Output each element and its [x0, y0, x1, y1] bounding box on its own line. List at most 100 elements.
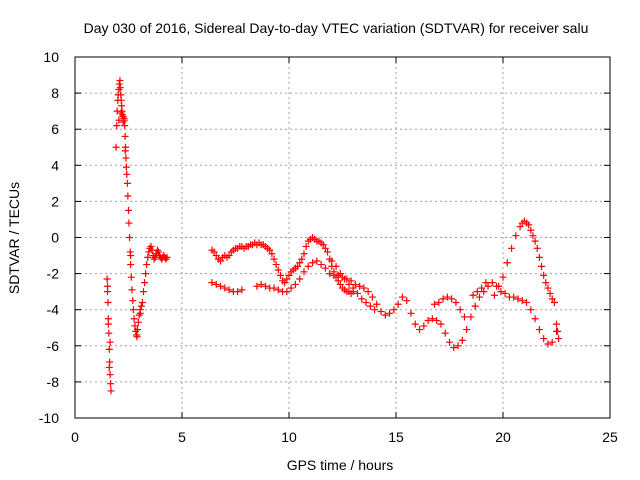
data-point [435, 298, 443, 306]
data-point [433, 317, 441, 325]
series-right-lobe [328, 217, 563, 343]
data-point [336, 280, 344, 288]
data-point [531, 315, 539, 323]
data-point [107, 387, 115, 395]
data-point [103, 275, 111, 283]
data-point [386, 309, 394, 317]
data-point [471, 302, 479, 310]
data-point [542, 279, 550, 287]
data-point [121, 147, 129, 155]
data-point [328, 257, 336, 265]
data-point [127, 273, 135, 281]
data-point [123, 179, 131, 187]
series-early-arc [103, 76, 171, 395]
data-point [403, 297, 411, 305]
data-point [147, 243, 155, 251]
data-point [463, 326, 471, 334]
data-point [319, 241, 327, 249]
data-point [124, 192, 132, 200]
data-point [104, 288, 112, 296]
data-point [266, 246, 274, 254]
data-point [501, 289, 509, 297]
data-point [467, 313, 475, 321]
data-point [518, 297, 526, 305]
data-points-layer [103, 76, 563, 395]
data-point [544, 284, 552, 292]
data-point [217, 282, 225, 290]
data-point [112, 143, 120, 151]
data-point [129, 306, 137, 314]
data-point [548, 295, 556, 303]
data-point [356, 282, 364, 290]
data-point [154, 248, 162, 256]
data-point [217, 257, 225, 265]
data-point [347, 277, 355, 285]
data-point [317, 261, 325, 269]
data-point [321, 264, 329, 272]
data-point [300, 268, 308, 276]
data-point [495, 282, 503, 290]
data-point [512, 232, 520, 240]
data-point [309, 259, 317, 267]
data-point [450, 344, 458, 352]
data-point [133, 333, 141, 341]
data-point [368, 293, 376, 301]
data-point [508, 244, 516, 252]
data-point [105, 345, 113, 353]
data-point [431, 300, 439, 308]
data-point [116, 84, 124, 92]
data-point [480, 288, 488, 296]
data-point [104, 320, 112, 328]
data-point [129, 297, 137, 305]
data-point [336, 270, 344, 278]
data-point [261, 282, 269, 290]
data-point [535, 253, 543, 261]
data-point [106, 371, 114, 379]
data-point [349, 284, 357, 292]
data-point [208, 279, 216, 287]
y-tick-label: 6 [51, 121, 59, 137]
data-point [212, 252, 220, 260]
data-point [533, 244, 541, 252]
data-point [473, 288, 481, 296]
data-point [238, 286, 246, 294]
data-point [287, 284, 295, 292]
data-point [144, 253, 152, 261]
data-point [371, 306, 379, 314]
data-point [121, 122, 129, 130]
data-point [377, 308, 385, 316]
data-point [321, 244, 329, 252]
data-point [482, 279, 490, 287]
y-tick-label: 0 [51, 230, 59, 246]
data-point [527, 306, 535, 314]
data-point [364, 288, 372, 296]
data-point [225, 286, 233, 294]
y-tick-label: 2 [51, 193, 59, 209]
data-point [510, 293, 518, 301]
x-tick-label: 20 [495, 429, 511, 445]
data-point [531, 237, 539, 245]
data-point [298, 255, 306, 263]
data-point [499, 273, 507, 281]
data-point [115, 116, 123, 124]
data-point [475, 293, 483, 301]
data-point [439, 295, 447, 303]
series-upper-arc [208, 234, 357, 297]
data-point [358, 295, 366, 303]
data-point [137, 302, 145, 310]
x-axis-label: GPS time / hours [287, 457, 394, 473]
x-tick-label: 25 [602, 429, 618, 445]
data-point [253, 282, 261, 290]
data-point [105, 329, 113, 337]
y-tick-label: 8 [51, 85, 59, 101]
data-point [296, 259, 304, 267]
data-point [121, 132, 129, 140]
data-point [456, 306, 464, 314]
data-point [529, 232, 537, 240]
data-point [119, 118, 127, 126]
data-point [394, 300, 402, 308]
data-point [516, 223, 524, 231]
data-point [291, 280, 299, 288]
x-tick-label: 15 [388, 429, 404, 445]
data-point [503, 259, 511, 267]
